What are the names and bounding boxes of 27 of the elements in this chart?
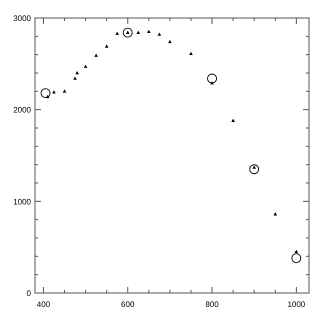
point bbox=[94, 54, 98, 57]
point bbox=[249, 164, 260, 174]
point bbox=[115, 32, 119, 35]
point bbox=[75, 71, 79, 74]
point bbox=[291, 253, 302, 264]
y-tick-label: 3000 bbox=[13, 14, 32, 23]
point bbox=[273, 212, 278, 216]
x-tick-label: 600 bbox=[121, 300, 135, 309]
x-tick-label: 1000 bbox=[287, 300, 306, 309]
point bbox=[147, 30, 151, 34]
point bbox=[210, 81, 214, 84]
point bbox=[136, 30, 140, 34]
point bbox=[62, 89, 66, 93]
point bbox=[189, 52, 193, 56]
y-tick-label: 0 bbox=[26, 289, 32, 298]
x-tick-label: 400 bbox=[36, 300, 51, 309]
point bbox=[84, 64, 88, 68]
point bbox=[207, 74, 217, 84]
point bbox=[158, 32, 162, 36]
point bbox=[40, 88, 50, 98]
point bbox=[294, 250, 298, 254]
point bbox=[231, 118, 235, 122]
y-tick-label: 2000 bbox=[13, 106, 32, 115]
y-tick-label: 1000 bbox=[13, 197, 32, 206]
point bbox=[52, 90, 56, 94]
x-tick-label: 800 bbox=[205, 300, 220, 309]
point bbox=[73, 76, 77, 80]
